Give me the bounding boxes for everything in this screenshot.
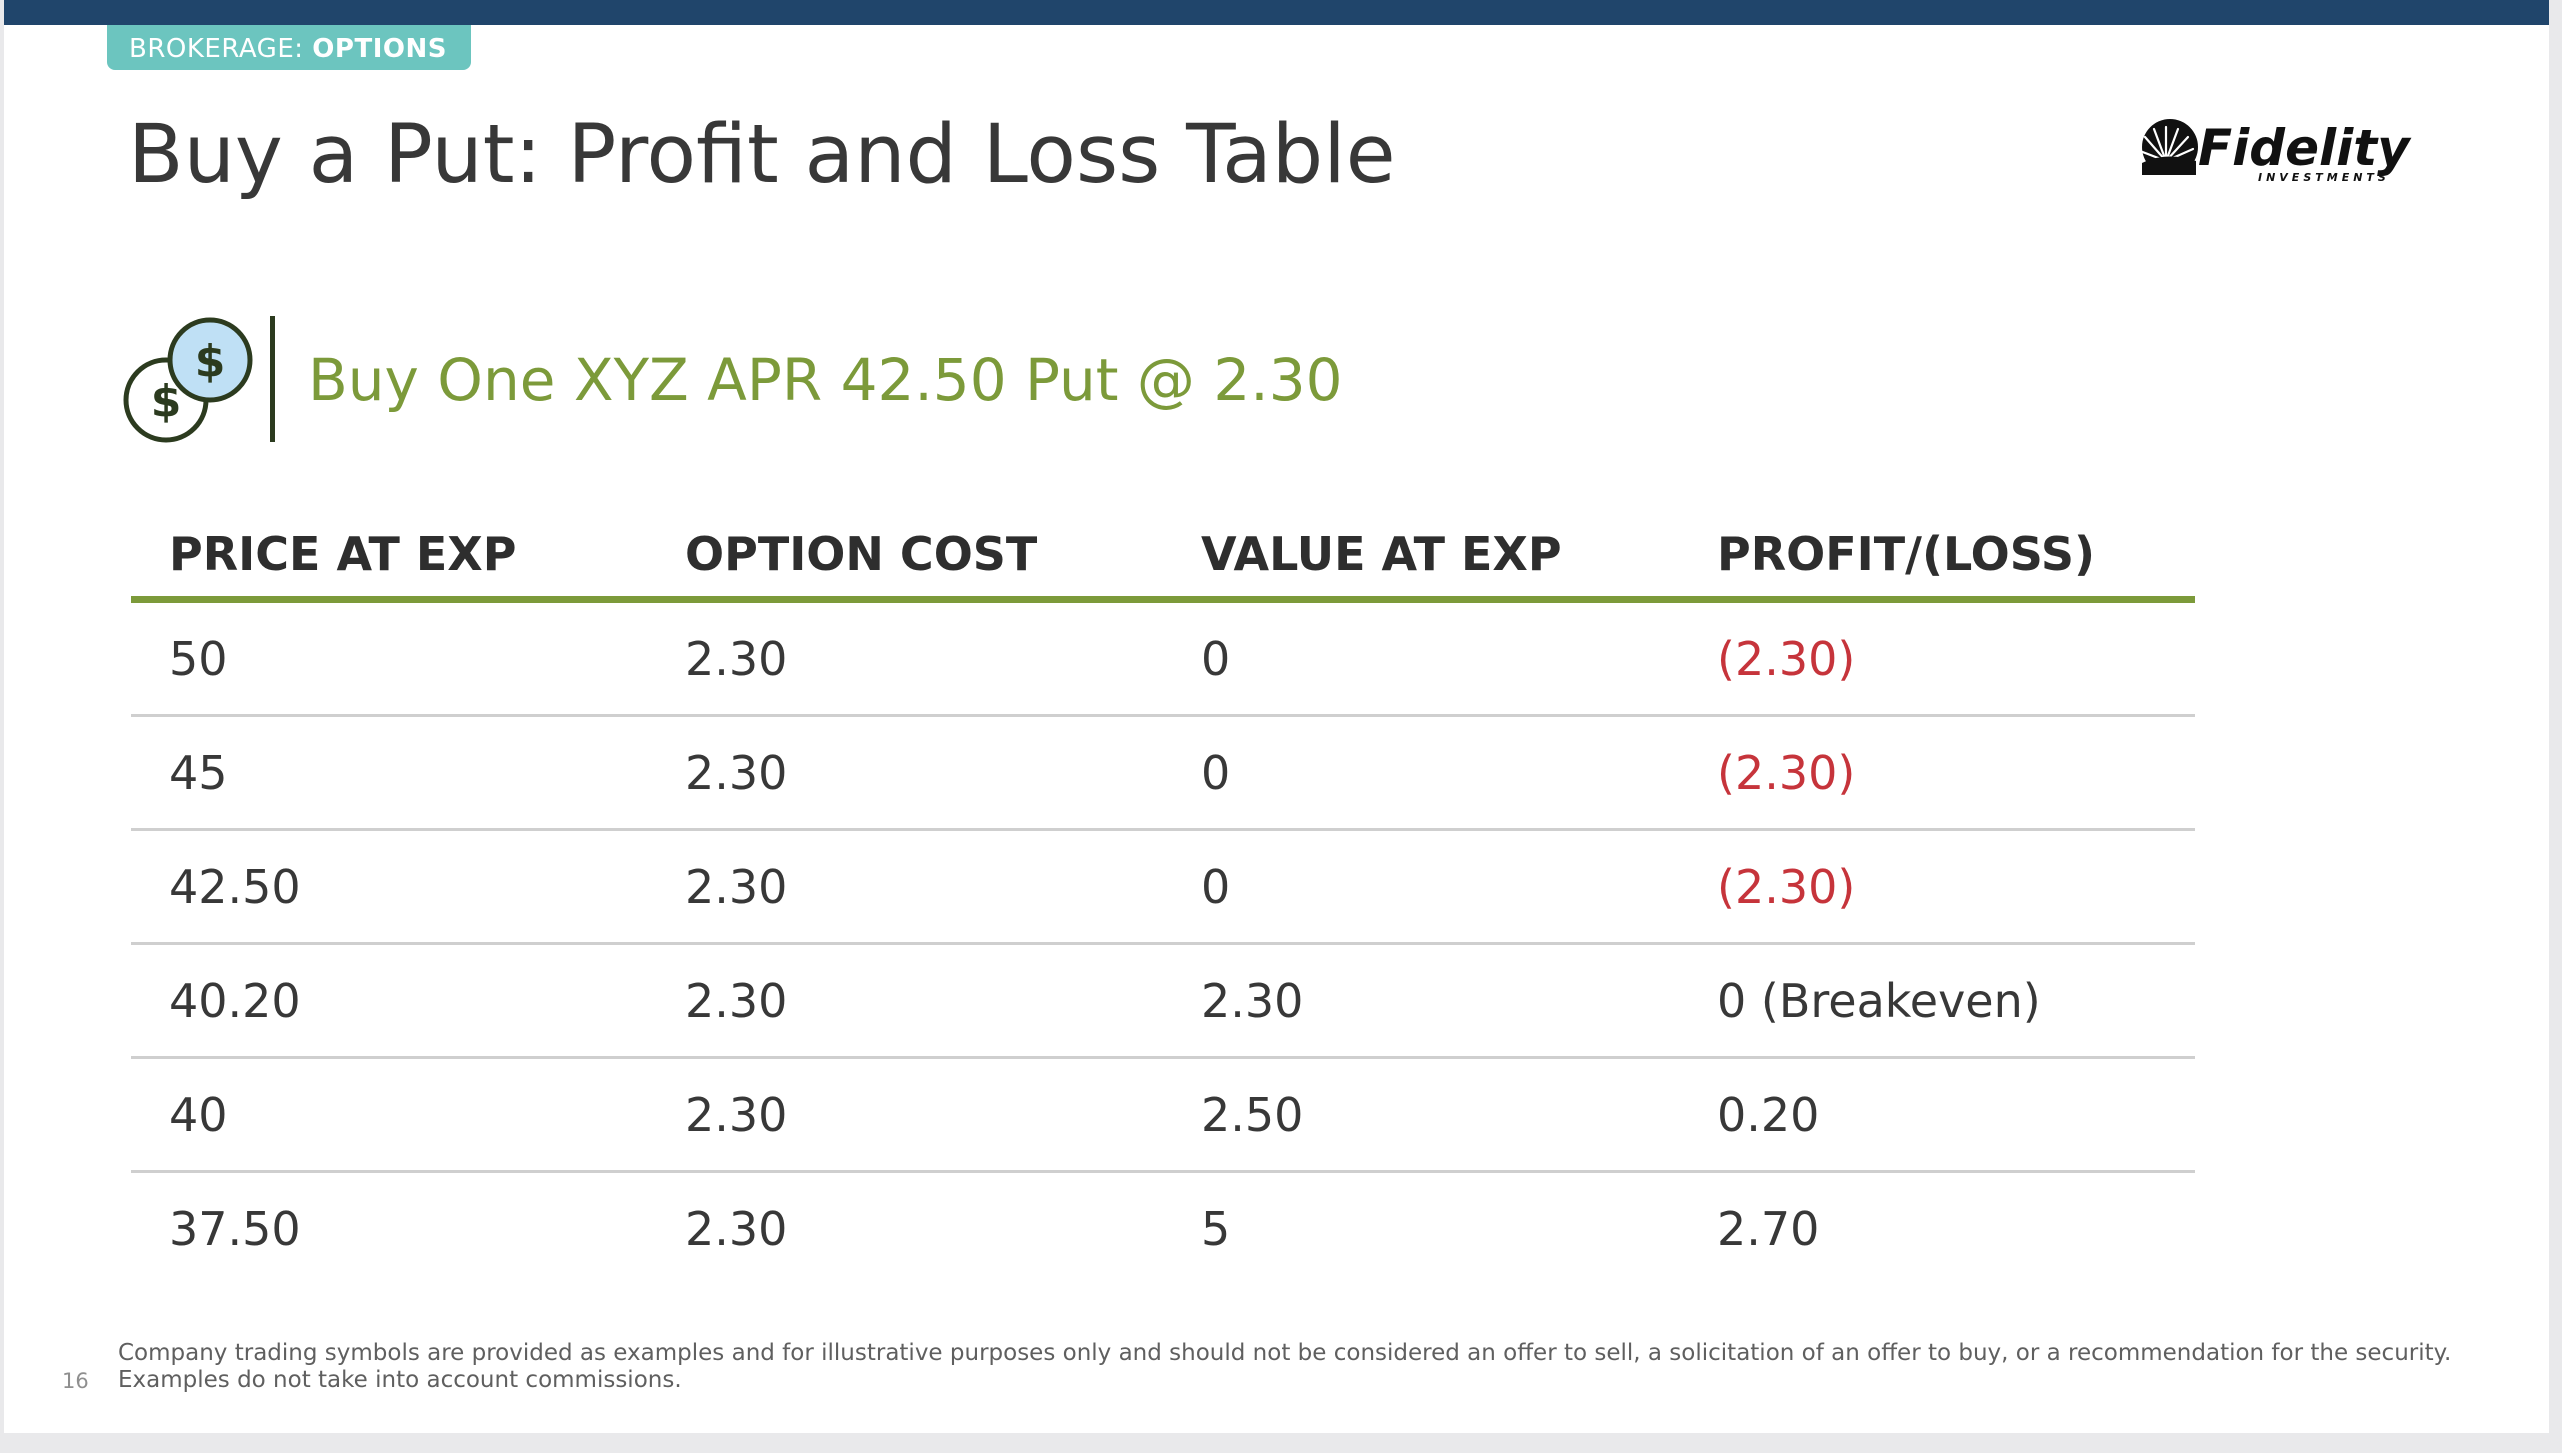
cell-price-at-exp: 42.50	[131, 829, 647, 945]
cell-value-at-exp: 0	[1163, 829, 1679, 945]
cell-option-cost: 2.30	[647, 1057, 1163, 1173]
cell-value-at-exp: 2.30	[1163, 943, 1679, 1059]
trade-title: Buy One XYZ APR 42.50 Put @ 2.30	[308, 346, 1343, 414]
cell-option-cost: 2.30	[685, 1201, 788, 1256]
cell-price-at-exp: 50	[131, 599, 647, 717]
table-row: 40.20 2.30 2.30 0 (Breakeven)	[131, 943, 2195, 1059]
fidelity-starburst-icon	[2138, 119, 2198, 175]
cell-price-at-exp: 37.50	[169, 1201, 301, 1256]
cell-profit-loss: (2.30)	[1679, 715, 2195, 831]
cell-value-at-exp: 0	[1163, 599, 1679, 717]
category-tag-label: BROKERAGE:	[129, 34, 304, 64]
cell-profit-loss: (2.30)	[1679, 599, 2195, 717]
table-row: 40 2.30 2.50 0.20	[131, 1057, 2195, 1173]
disclaimer-line: Company trading symbols are provided as …	[118, 1340, 2452, 1366]
table-row: 45 2.30 0 (2.30)	[131, 715, 2195, 831]
fidelity-wordmark: Fidelity	[2198, 119, 2412, 177]
fidelity-logo: Fidelity INVESTMENTS	[2138, 119, 2412, 184]
cell-price-at-exp: 45	[131, 715, 647, 831]
fidelity-subtext: INVESTMENTS	[2258, 171, 2390, 184]
table-row: 42.50 2.30 0 (2.30)	[131, 829, 2195, 945]
cell-price-at-exp: 40.20	[131, 943, 647, 1059]
cell-option-cost: 2.30	[647, 599, 1163, 717]
disclaimer-line: Examples do not take into account commis…	[118, 1367, 682, 1393]
page-title: Buy a Put: Profit and Loss Table	[128, 108, 1396, 202]
cell-option-cost: 2.30	[647, 715, 1163, 831]
top-bar	[4, 0, 2549, 25]
cell-price-at-exp: 40	[131, 1057, 647, 1173]
category-tag-value: OPTIONS	[312, 34, 447, 64]
profit-loss-table: PRICE AT EXP OPTION COST VALUE AT EXP PR…	[131, 512, 2195, 1284]
dollar-coins-icon: $ $	[123, 317, 253, 443]
table-row: 50 2.30 0 (2.30)	[131, 599, 2195, 717]
cell-profit-loss: (2.30)	[1679, 829, 2195, 945]
table-row: 37.50 2.30 5 2.70	[131, 1172, 2195, 1285]
cell-profit-loss: 0.20	[1679, 1057, 2195, 1173]
slide: BROKERAGE: OPTIONS Buy a Put: Profit and…	[4, 0, 2549, 1433]
header-profit-loss: PROFIT/(LOSS)	[1679, 512, 2195, 603]
cell-value-at-exp: 5	[1201, 1201, 1231, 1256]
cell-option-cost: 2.30	[647, 943, 1163, 1059]
cell-option-cost: 2.30	[647, 829, 1163, 945]
table-header-row: PRICE AT EXP OPTION COST VALUE AT EXP PR…	[131, 512, 2195, 603]
cell-profit-loss: 2.70	[1717, 1201, 1820, 1256]
cell-value-at-exp: 2.50	[1163, 1057, 1679, 1173]
header-option-cost: OPTION COST	[647, 512, 1163, 603]
cell-value-at-exp: 0	[1163, 715, 1679, 831]
cell-profit-loss: 0 (Breakeven)	[1679, 943, 2195, 1059]
page-number: 16	[62, 1369, 89, 1393]
header-value-at-exp: VALUE AT EXP	[1163, 512, 1679, 603]
disclaimer: Company trading symbols are provided as …	[118, 1340, 2518, 1394]
header-price-at-exp: PRICE AT EXP	[131, 512, 647, 603]
title-divider	[270, 316, 275, 442]
category-tag: BROKERAGE: OPTIONS	[107, 25, 471, 70]
svg-text:$: $	[195, 336, 226, 387]
